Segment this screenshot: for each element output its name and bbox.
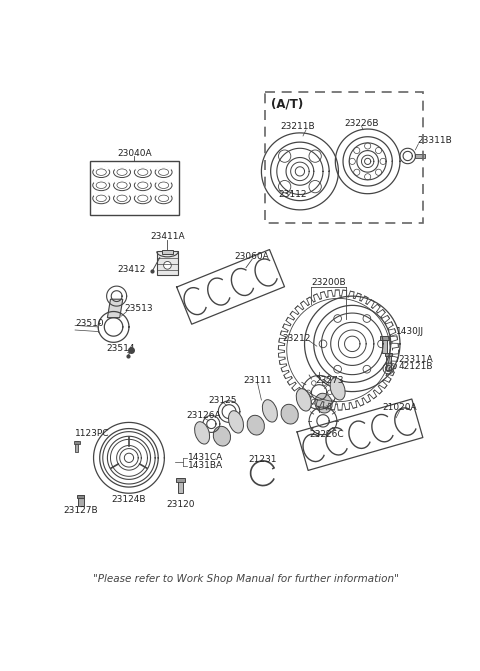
Ellipse shape [315, 393, 332, 413]
Text: 23060A: 23060A [235, 252, 270, 260]
Bar [90, 161, 179, 215]
Bar [176, 478, 185, 482]
Text: 23124B: 23124B [112, 495, 146, 504]
Text: 21020A: 21020A [383, 403, 417, 411]
Ellipse shape [263, 400, 277, 422]
Text: 23273: 23273 [315, 376, 343, 385]
Bar [156, 252, 178, 274]
Bar [73, 441, 80, 444]
Text: 23226B: 23226B [344, 119, 379, 128]
Text: 23226C: 23226C [310, 430, 344, 440]
Bar [386, 353, 391, 370]
Bar [415, 154, 425, 158]
Text: 23120: 23120 [166, 499, 195, 509]
Text: 1431BA: 1431BA [188, 461, 223, 470]
Text: 23200B: 23200B [312, 278, 347, 287]
Text: 23112: 23112 [278, 190, 307, 199]
Text: 23412: 23412 [118, 264, 146, 274]
Bar [78, 495, 84, 505]
Text: 21231: 21231 [249, 455, 277, 464]
Text: 23311A: 23311A [398, 355, 433, 364]
Text: 23125: 23125 [209, 396, 237, 405]
Bar [178, 478, 183, 493]
Bar [384, 353, 392, 356]
Text: 1431CA: 1431CA [188, 454, 224, 462]
Bar [380, 336, 389, 340]
Bar [75, 441, 78, 452]
Text: 23040A: 23040A [117, 149, 152, 158]
Ellipse shape [247, 415, 264, 435]
Bar [77, 495, 84, 498]
Ellipse shape [330, 378, 345, 400]
Ellipse shape [228, 411, 243, 433]
Text: 23510: 23510 [75, 319, 104, 327]
Text: 42121B: 42121B [398, 362, 433, 372]
Text: 23411A: 23411A [150, 231, 185, 241]
Bar [162, 250, 173, 254]
Text: "Please refer to Work Shop Manual for further information": "Please refer to Work Shop Manual for fu… [93, 574, 399, 584]
Text: 23111: 23111 [243, 376, 272, 385]
Ellipse shape [281, 405, 298, 424]
Text: 23127B: 23127B [63, 506, 98, 515]
Text: 23126A: 23126A [186, 411, 221, 420]
Bar [265, 92, 423, 223]
Text: 23514: 23514 [106, 344, 134, 353]
Circle shape [164, 262, 171, 269]
Bar [382, 336, 387, 353]
Ellipse shape [194, 421, 210, 444]
Text: 1430JJ: 1430JJ [396, 327, 424, 336]
Text: (A/T): (A/T) [271, 98, 304, 111]
Text: 23211B: 23211B [281, 122, 315, 132]
Text: 23311B: 23311B [417, 136, 452, 145]
Text: 23513: 23513 [124, 304, 153, 313]
Text: 1123PC: 1123PC [75, 429, 109, 437]
Ellipse shape [213, 426, 230, 446]
Text: 23212: 23212 [282, 334, 310, 343]
Polygon shape [108, 299, 123, 317]
Ellipse shape [296, 389, 311, 411]
